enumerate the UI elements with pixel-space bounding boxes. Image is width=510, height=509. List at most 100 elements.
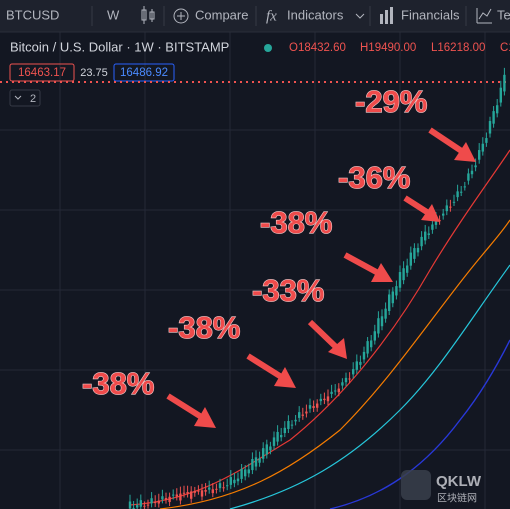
collapse-button[interactable]: [9, 89, 41, 107]
toolbar: [0, 0, 510, 32]
candle: [474, 165, 477, 168]
candle: [330, 391, 333, 394]
moving-average: [159, 219, 510, 509]
candle: [409, 252, 412, 266]
candle: [182, 492, 186, 494]
candle: [316, 403, 319, 408]
dropdown-icon[interactable]: [355, 13, 365, 19]
symbol[interactable]: BTCUSD: [6, 7, 59, 22]
financials-icon[interactable]: [380, 7, 393, 24]
grid: [0, 32, 510, 509]
drawdown-label: -33%: [252, 273, 324, 308]
financials-button[interactable]: Financials: [401, 7, 460, 22]
candles: [128, 67, 506, 509]
watermark-icon: [401, 470, 431, 500]
watermark-logo: QKLW: [436, 473, 482, 490]
candle: [341, 382, 344, 386]
candle: [190, 491, 193, 499]
fx-icon[interactable]: fx: [266, 8, 277, 24]
ideas-icon[interactable]: [476, 8, 492, 24]
candle: [496, 105, 499, 114]
candle: [226, 485, 229, 487]
candle: [416, 247, 420, 253]
candle: [294, 419, 297, 422]
candle: [499, 87, 502, 103]
candle: [362, 351, 366, 360]
candle: [208, 487, 211, 490]
candle: [276, 431, 279, 442]
candle: [186, 492, 189, 494]
candle: [222, 487, 225, 489]
spread: 23.75: [80, 67, 108, 79]
candle: [366, 341, 369, 354]
candle: [395, 286, 398, 296]
candle: [236, 478, 240, 482]
candle: [269, 446, 272, 451]
candle: [265, 444, 268, 455]
candle: [161, 496, 164, 500]
arrows: [166, 127, 476, 428]
candle: [218, 483, 222, 489]
candle: [298, 412, 301, 418]
candle: [150, 498, 153, 504]
candle: [128, 501, 132, 509]
candle: [172, 494, 175, 496]
candle: [197, 490, 200, 492]
candle: [334, 390, 337, 392]
more-button[interactable]: Te: [497, 7, 510, 22]
legend-close: C16472: [500, 42, 510, 54]
compare-icon[interactable]: [173, 8, 189, 24]
legend-open: O18432.60: [289, 42, 346, 54]
candle: [456, 191, 459, 198]
candle: [377, 318, 380, 334]
candle: [438, 220, 441, 222]
candle: [402, 268, 405, 281]
candle: [503, 74, 506, 92]
interval[interactable]: W: [107, 7, 120, 22]
candle: [146, 504, 150, 506]
candle: [370, 340, 373, 348]
candle: [413, 248, 416, 259]
candle: [427, 233, 430, 235]
legend-high: H19490.00: [360, 42, 416, 54]
compare-button[interactable]: Compare: [195, 7, 248, 22]
legend-title: Bitcoin / U.S. Dollar · 1W · BITSTAMP: [10, 39, 229, 54]
candle: [431, 224, 434, 230]
moving-average: [129, 149, 510, 506]
market-status: [264, 44, 272, 52]
candle: [179, 493, 182, 501]
ask-price: 16486.92: [120, 67, 168, 79]
collapse-count: 2: [30, 93, 36, 105]
candle: [449, 206, 452, 208]
candle: [326, 396, 330, 402]
candle: [420, 236, 423, 247]
candle: [323, 398, 326, 401]
candle: [164, 498, 168, 500]
candle: [352, 369, 355, 375]
candle: [485, 138, 488, 143]
candle: [373, 331, 376, 341]
bid-price: 16463.17: [18, 67, 66, 79]
candle: [143, 505, 146, 507]
candle: [168, 496, 171, 503]
candle: [492, 111, 495, 124]
candle: [272, 437, 276, 446]
candle: [290, 424, 294, 426]
indicators-button[interactable]: Indicators: [287, 7, 344, 22]
candle: [154, 502, 157, 504]
candle: [424, 231, 427, 241]
candle-icon[interactable]: [141, 6, 155, 24]
candle: [139, 500, 142, 507]
candle: [240, 468, 243, 479]
candle: [244, 469, 247, 477]
collapse-icon: [14, 95, 22, 100]
candle: [193, 491, 196, 493]
candle: [380, 316, 384, 327]
candle: [467, 173, 470, 181]
candle: [344, 377, 348, 383]
candle: [388, 294, 391, 311]
candle: [136, 505, 139, 508]
candle: [488, 121, 492, 134]
